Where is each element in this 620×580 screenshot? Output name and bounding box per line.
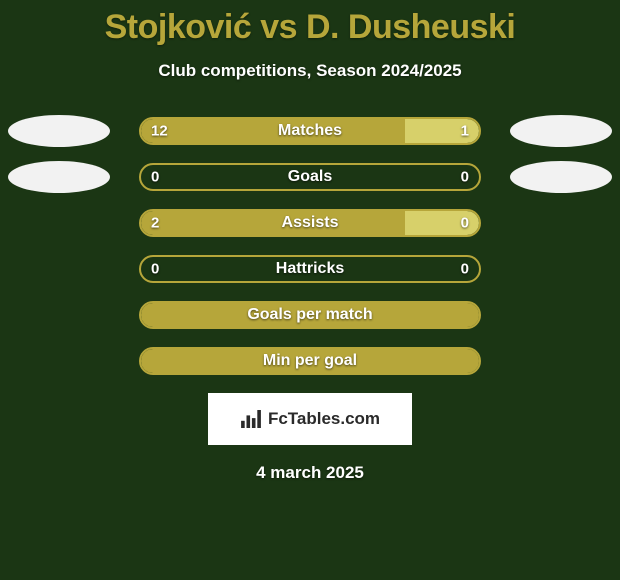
bars-icon bbox=[240, 410, 262, 428]
bar-segment-left bbox=[141, 211, 405, 235]
stat-row: 2 0 Assists bbox=[0, 209, 620, 237]
stat-label: Matches bbox=[278, 122, 342, 140]
stat-row: 12 1 Matches bbox=[0, 117, 620, 145]
stat-label: Goals bbox=[288, 168, 332, 186]
stat-label: Hattricks bbox=[276, 260, 344, 278]
stat-bar: 0 0 Goals bbox=[139, 163, 481, 191]
stat-value-right: 0 bbox=[461, 169, 469, 186]
stat-value-right: 0 bbox=[461, 215, 469, 232]
stat-label: Goals per match bbox=[247, 306, 372, 324]
flag-left-icon bbox=[8, 161, 110, 193]
stat-row: Min per goal bbox=[0, 347, 620, 375]
stat-value-right: 1 bbox=[461, 123, 469, 140]
stat-value-right: 0 bbox=[461, 261, 469, 278]
stat-value-left: 0 bbox=[151, 169, 159, 186]
stat-value-left: 0 bbox=[151, 261, 159, 278]
flag-right-icon bbox=[510, 161, 612, 193]
stat-value-left: 12 bbox=[151, 123, 168, 140]
flag-right-icon bbox=[510, 115, 612, 147]
stat-bar: 12 1 Matches bbox=[139, 117, 481, 145]
stat-row: 0 0 Goals bbox=[0, 163, 620, 191]
brand-text: FcTables.com bbox=[268, 409, 380, 429]
stat-row: 0 0 Hattricks bbox=[0, 255, 620, 283]
flag-left-icon bbox=[8, 115, 110, 147]
subtitle: Club competitions, Season 2024/2025 bbox=[158, 61, 461, 81]
stat-rows: 12 1 Matches 0 0 Goals 2 0 Assists 0 0 Hattricks Goa… bbox=[0, 117, 620, 375]
stat-bar: 0 0 Hattricks bbox=[139, 255, 481, 283]
stat-value-left: 2 bbox=[151, 215, 159, 232]
stat-bar: Min per goal bbox=[139, 347, 481, 375]
stat-bar: Goals per match bbox=[139, 301, 481, 329]
stat-bar: 2 0 Assists bbox=[139, 209, 481, 237]
stat-label: Assists bbox=[282, 214, 339, 232]
date-label: 4 march 2025 bbox=[256, 463, 364, 483]
brand-badge: FcTables.com bbox=[208, 393, 412, 445]
page-title: Stojković vs D. Dusheuski bbox=[105, 8, 516, 47]
bar-segment-left bbox=[141, 119, 405, 143]
stat-label: Min per goal bbox=[263, 352, 357, 370]
comparison-panel: Stojković vs D. Dusheuski Club competiti… bbox=[0, 0, 620, 483]
stat-row: Goals per match bbox=[0, 301, 620, 329]
